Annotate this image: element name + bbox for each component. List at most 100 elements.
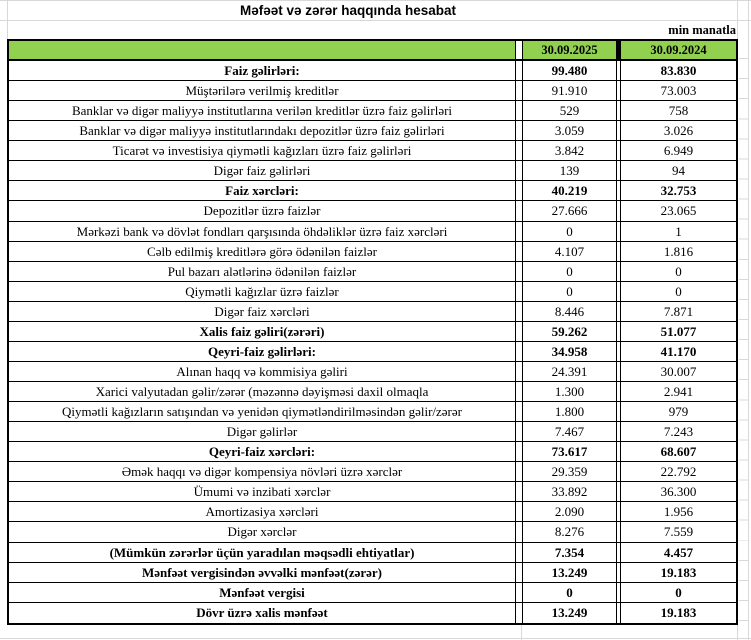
value-2025-cell: 27.666	[523, 201, 617, 221]
value-2025-cell: 4.107	[523, 241, 617, 261]
gridline-right-bottom	[737, 625, 738, 640]
header-gap-cell-2	[617, 41, 621, 59]
value-2025-cell: 8.446	[523, 301, 617, 321]
row-label-cell: Mərkəzi bank və dövlət fondları qarşısın…	[9, 221, 516, 241]
table-row: Digər faiz gəlirləri 139 94	[9, 161, 736, 182]
value-2025-cell: 7.467	[523, 422, 617, 442]
value-2024-cell: 94	[672, 163, 685, 179]
table-row: Qiymətli kağızların satışından və yenidə…	[9, 402, 736, 423]
row-gap-cell-2	[617, 201, 621, 221]
gridline-left-top	[7, 0, 8, 39]
header-empty-cell	[9, 41, 516, 59]
value-2025-cell: 3.059	[523, 121, 617, 141]
row-gap-cell-2	[617, 382, 621, 402]
table-row: Digər xərclər 8.276 7.559	[9, 522, 736, 543]
pnl-table: 30.09.2025 30.09.2024 Faiz gəlirləri: 99…	[7, 39, 738, 625]
row-gap-cell	[516, 602, 523, 623]
row-gap-cell-2	[617, 462, 621, 482]
row-label-cell: Faiz xərcləri:	[9, 181, 516, 201]
value-2024-cell: 32.753	[660, 183, 697, 199]
value-2025-cell: 73.617	[523, 442, 617, 462]
value-2025-cell: 529	[523, 101, 617, 121]
value-2025-cell: 24.391	[523, 361, 617, 381]
table-row: Mərkəzi bank və dövlət fondları qarşısın…	[9, 221, 736, 242]
value-2025-cell: 99.480	[523, 61, 617, 81]
value-2024-cell: 2.941	[663, 384, 694, 400]
table-row: Qeyri-faiz gəlirləri: 34.958 41.170	[9, 341, 736, 362]
row-label-cell: Qiymətli kağızların satışından və yenidə…	[9, 402, 516, 422]
table-row: Digər faiz xərcləri 8.446 7.871	[9, 301, 736, 322]
header-col-2025: 30.09.2025	[523, 41, 617, 59]
row-gap-cell	[516, 121, 523, 141]
table-row: Banklar və digər maliyyə institutlarında…	[9, 121, 736, 142]
value-2024-cell: 7.559	[663, 524, 694, 540]
row-gap-cell-2	[617, 562, 621, 582]
row-gap-cell-2	[617, 241, 621, 261]
row-gap-cell-2	[617, 402, 621, 422]
row-gap-cell-2	[617, 101, 621, 121]
value-2024-cell: 979	[668, 404, 689, 420]
row-gap-cell	[516, 442, 523, 462]
value-2025-cell: 7.354	[523, 542, 617, 562]
value-2025-cell: 13.249	[523, 562, 617, 582]
row-gap-cell-2	[617, 442, 621, 462]
row-gap-cell	[516, 361, 523, 381]
value-2024-cell: 0	[675, 584, 682, 600]
row-gap-cell-2	[617, 482, 621, 502]
value-2024-cell: 7.243	[663, 424, 694, 440]
row-gap-cell	[516, 81, 523, 101]
row-label-cell: Pul bazarı alətlərinə ödənilən faizlər	[9, 261, 516, 281]
value-2024-cell: 3.026	[663, 123, 694, 139]
table-row: Ümumi və inzibati xərclər 33.892 36.300	[9, 482, 736, 503]
row-gap-cell-2	[617, 361, 621, 381]
gridline-right-top	[737, 0, 738, 39]
header-gap-cell	[516, 41, 523, 59]
value-2025-cell: 33.892	[523, 482, 617, 502]
table-row: Qiymətli kağızlar üzrə faizlər 0 0	[9, 281, 736, 302]
row-label-cell: Alınan haqq və kommisiya gəliri	[9, 361, 516, 381]
row-label-cell: Digər faiz gəlirləri	[9, 161, 516, 181]
table-row: Xarici valyutadan gəlir/zərər (məzənnə d…	[9, 382, 736, 403]
value-2025-cell: 0	[523, 221, 617, 241]
value-2025-cell: 139	[523, 161, 617, 181]
header-col-2024: 30.09.2024	[621, 41, 736, 59]
value-2025-cell: 3.842	[523, 141, 617, 161]
value-2024-cell: 1.956	[663, 504, 694, 520]
row-label-cell: Digər gəlirlər	[9, 422, 516, 442]
row-label-cell: Banklar və digər maliyyə institutlarına …	[9, 101, 516, 121]
table-row: Müştərilərə verilmiş kreditlər 91.910 73…	[9, 81, 736, 102]
row-gap-cell	[516, 341, 523, 361]
row-gap-cell-2	[617, 141, 621, 161]
row-gap-cell	[516, 522, 523, 542]
row-label-cell: Cəlb edilmiş kreditlərə görə ödənilən fa…	[9, 241, 516, 261]
row-gap-cell	[516, 141, 523, 161]
gridline-top	[0, 0, 751, 1]
row-gap-cell-2	[617, 502, 621, 522]
value-2025-cell: 8.276	[523, 522, 617, 542]
value-2024-cell: 41.170	[660, 343, 697, 359]
table-row: Banklar və digər maliyyə institutlarına …	[9, 101, 736, 122]
row-label-cell: Digər faiz xərcləri	[9, 301, 516, 321]
value-2024-cell: 1.816	[663, 243, 694, 259]
row-gap-cell	[516, 241, 523, 261]
value-2025-cell: 2.090	[523, 502, 617, 522]
row-gap-cell-2	[617, 181, 621, 201]
row-gap-cell	[516, 261, 523, 281]
value-2024-cell: 83.830	[660, 63, 697, 79]
value-2024-cell: 0	[675, 283, 682, 299]
row-gap-cell	[516, 562, 523, 582]
gridlines-right-strip	[739, 39, 749, 625]
row-gap-cell	[516, 61, 523, 81]
row-gap-cell	[516, 201, 523, 221]
table-row: Dövr üzrə xalis mənfəət 13.249 19.183	[9, 602, 736, 623]
row-gap-cell-2	[617, 221, 621, 241]
row-label-cell: Depozitlər üzrə faizlər	[9, 201, 516, 221]
row-label-cell: (Mümkün zərərlər üçün yaradılan məqsədli…	[9, 542, 516, 562]
value-2024-cell: 1	[675, 223, 682, 239]
row-gap-cell-2	[617, 422, 621, 442]
value-2024-cell: 23.065	[660, 203, 697, 219]
table-header-row: 30.09.2025 30.09.2024	[9, 41, 736, 61]
gridline-col-bottom	[521, 625, 522, 640]
unit-label: min manatla	[668, 23, 736, 37]
